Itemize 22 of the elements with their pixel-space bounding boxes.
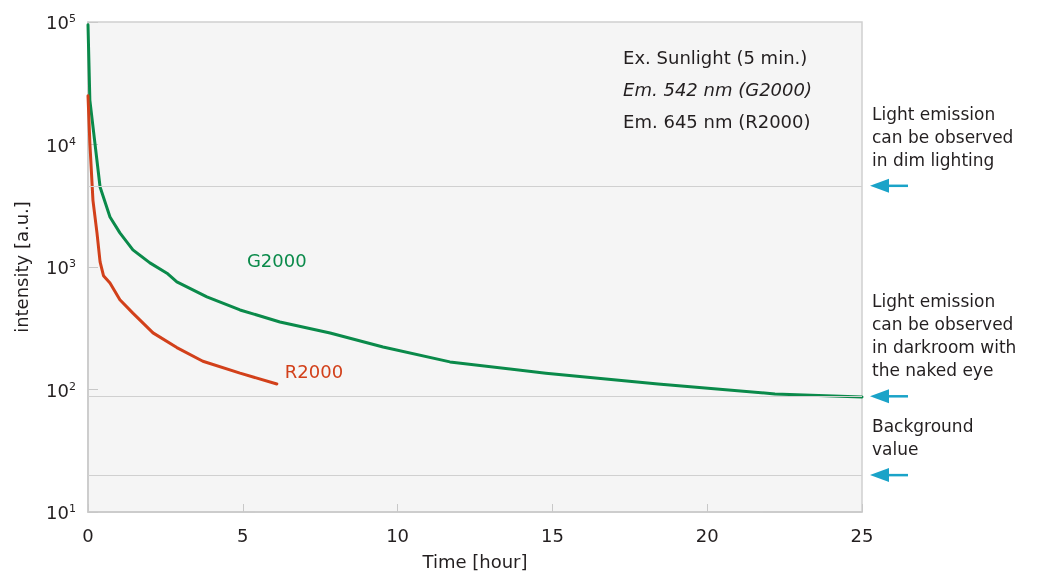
y-tick-label: 10$^{3}$	[46, 256, 76, 278]
x-tick-label: 15	[540, 524, 564, 546]
x-tick-label: 25	[850, 524, 874, 546]
annotation: Em. 645 nm (R2000)	[623, 110, 812, 134]
x-tick-label: 20	[695, 524, 719, 546]
ref-line-label: Light emission can be observed in dim lighting	[872, 102, 1015, 172]
ref-line-label: Light emission can be observed in darkroom with the naked eye	[872, 290, 1018, 383]
x-tick-label: 0	[82, 524, 94, 546]
annotation: Ex. Sunlight (5 min.)	[623, 46, 809, 70]
x-axis-title: Time [hour]	[421, 550, 528, 572]
text: G2000	[246, 250, 307, 272]
y-axis-title: intensity [a.u.]	[10, 201, 32, 333]
annotation: Em. 542 nm (G2000)	[623, 78, 812, 102]
x-tick-label: 5	[237, 524, 249, 546]
y-tick-label: 10$^{5}$	[46, 11, 76, 33]
series-label: R2000	[284, 361, 344, 383]
line-series	[86, 23, 864, 399]
y-tick-label: 10$^{1}$	[46, 501, 76, 523]
y-tick-label: 10$^{2}$	[46, 379, 76, 400]
ref-line-label: Background value	[872, 415, 975, 462]
y-tick-label: 10$^{4}$	[46, 134, 76, 155]
x-tick-label: 10	[386, 524, 410, 546]
